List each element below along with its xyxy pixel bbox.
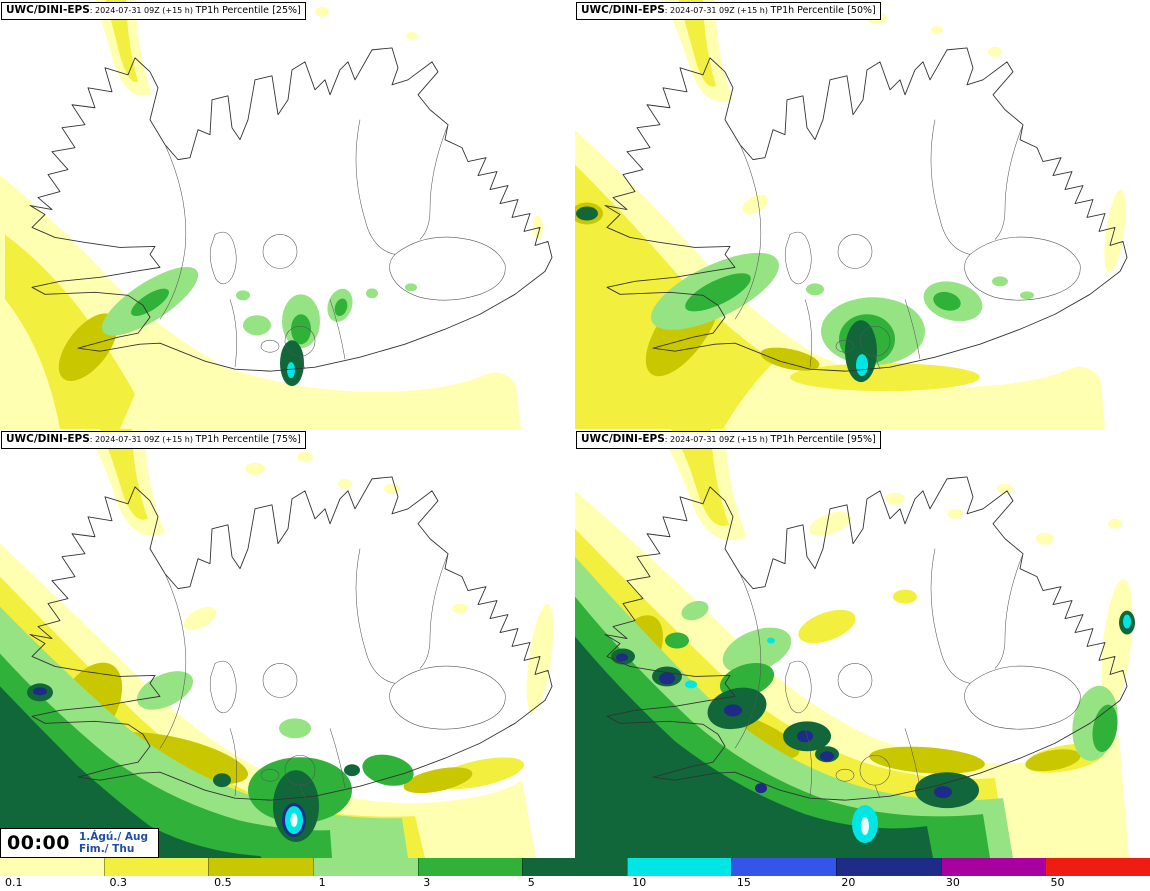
panel-title: UWC/DINI-EPS: 2024-07-31 09Z (+15 h) TP1… bbox=[1, 2, 306, 20]
colorbar-segment bbox=[312, 858, 418, 876]
map-panel-p95: UWC/DINI-EPS: 2024-07-31 09Z (+15 h) TP1… bbox=[575, 429, 1150, 858]
precip-map-p95 bbox=[575, 429, 1150, 858]
colorbar-tick: 0.1 bbox=[5, 876, 23, 889]
precip-shading bbox=[0, 429, 554, 858]
panel-title: UWC/DINI-EPS: 2024-07-31 09Z (+15 h) TP1… bbox=[576, 2, 881, 20]
colorbar-tick: 5 bbox=[527, 876, 535, 889]
colorbar-segment bbox=[1045, 858, 1150, 876]
precip-map-p25 bbox=[0, 0, 575, 429]
variable-name: TP1h Percentile bbox=[770, 5, 845, 16]
colorbar-tick: 15 bbox=[736, 876, 751, 889]
valid-time: 00:00 bbox=[7, 832, 70, 854]
colorbar-segment bbox=[940, 858, 1046, 876]
precip-map-p75 bbox=[0, 429, 575, 858]
colorbar-segment bbox=[522, 858, 627, 876]
colorbar-tick: 1 bbox=[318, 876, 326, 889]
variable-name: TP1h Percentile bbox=[195, 5, 270, 16]
map-panel-p75: UWC/DINI-EPS: 2024-07-31 09Z (+15 h) TP1… bbox=[0, 429, 575, 858]
percentile-label: [95%] bbox=[847, 434, 876, 445]
run-info: : 2024-07-31 09Z (+15 h) bbox=[664, 6, 771, 15]
colorbar-tick: 10 bbox=[632, 876, 647, 889]
run-info: : 2024-07-31 09Z (+15 h) bbox=[89, 435, 196, 444]
percentile-label: [75%] bbox=[272, 434, 301, 445]
map-panel-p25: UWC/DINI-EPS: 2024-07-31 09Z (+15 h) TP1… bbox=[0, 0, 575, 429]
colorbar-segment bbox=[103, 858, 209, 876]
colorbar-tick: 0.5 bbox=[214, 876, 232, 889]
colorbar-segment bbox=[626, 858, 732, 876]
colorbar-segment bbox=[208, 858, 313, 876]
colorbar-segment bbox=[836, 858, 941, 876]
model-name: UWC/DINI-EPS bbox=[581, 433, 665, 445]
valid-day-line: Fim./ Thu bbox=[78, 843, 135, 855]
valid-time-box: 00:00 1.Ágú./ Aug Fim./ Thu bbox=[0, 828, 159, 858]
percentile-label: [25%] bbox=[272, 5, 301, 16]
model-name: UWC/DINI-EPS bbox=[6, 433, 90, 445]
valid-date-line: 1.Ágú./ Aug bbox=[78, 831, 148, 843]
colorbar-segment bbox=[417, 858, 523, 876]
map-grid: UWC/DINI-EPS: 2024-07-31 09Z (+15 h) TP1… bbox=[0, 0, 1150, 858]
panel-title: UWC/DINI-EPS: 2024-07-31 09Z (+15 h) TP1… bbox=[576, 431, 881, 449]
colorbar-strip bbox=[0, 858, 1150, 876]
precip-shading bbox=[575, 0, 1126, 429]
colorbar-tick: 3 bbox=[423, 876, 431, 889]
map-panel-p50: UWC/DINI-EPS: 2024-07-31 09Z (+15 h) TP1… bbox=[575, 0, 1150, 429]
colorbar-segment bbox=[731, 858, 837, 876]
variable-name: TP1h Percentile bbox=[195, 434, 270, 445]
precip-shading bbox=[0, 0, 543, 429]
precip-map-p50 bbox=[575, 0, 1150, 429]
panel-title: UWC/DINI-EPS: 2024-07-31 09Z (+15 h) TP1… bbox=[1, 431, 306, 449]
colorbar-tick: 20 bbox=[841, 876, 856, 889]
run-info: : 2024-07-31 09Z (+15 h) bbox=[664, 435, 771, 444]
colorbar-tick: 0.3 bbox=[109, 876, 128, 889]
colorbar: 0.1 0.3 0.5 1 3 5 10 15 20 30 50 bbox=[0, 858, 1150, 891]
colorbar-tick: 30 bbox=[945, 876, 960, 889]
precip-shading bbox=[575, 429, 1135, 858]
model-name: UWC/DINI-EPS bbox=[581, 4, 665, 16]
colorbar-labels: 0.1 0.3 0.5 1 3 5 10 15 20 30 50 bbox=[0, 876, 1150, 891]
variable-name: TP1h Percentile bbox=[770, 434, 845, 445]
valid-date: 1.Ágú./ Aug Fim./ Thu bbox=[79, 831, 148, 855]
percentile-label: [50%] bbox=[847, 5, 876, 16]
colorbar-tick: 50 bbox=[1050, 876, 1065, 889]
colorbar-segment bbox=[0, 858, 104, 876]
run-info: : 2024-07-31 09Z (+15 h) bbox=[89, 6, 196, 15]
model-name: UWC/DINI-EPS bbox=[6, 4, 90, 16]
